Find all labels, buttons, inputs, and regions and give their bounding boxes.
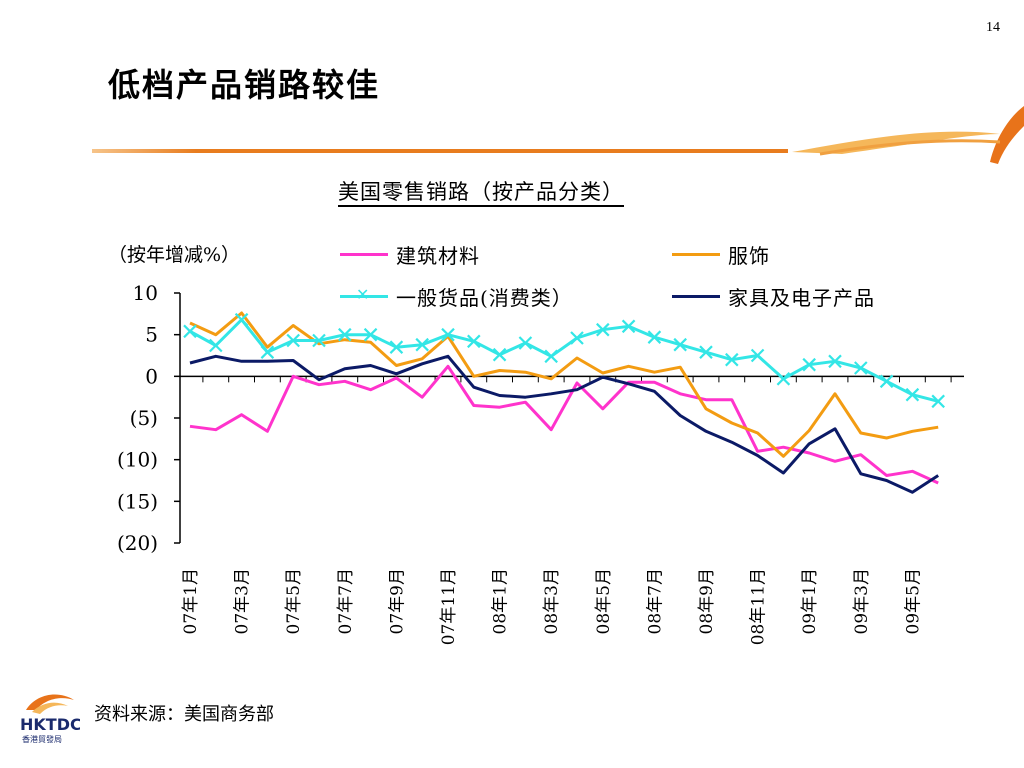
series-marker-2 — [725, 352, 739, 367]
y-tick-label: 0 — [145, 364, 158, 388]
legend-label-general: 一般货品(消费类） — [396, 286, 573, 310]
logo-subtext: 香港貿發局 — [22, 734, 62, 744]
legend-item-furniture: 家具及电子产品 — [672, 282, 875, 311]
series-marker-2 — [415, 337, 429, 352]
x-tick-label: 07年11月 — [439, 568, 459, 645]
y-tick-label: (5) — [130, 406, 158, 430]
series-marker-2 — [363, 327, 378, 342]
series-marker-2 — [828, 354, 842, 369]
series-marker-2 — [286, 333, 300, 348]
series-marker-2 — [183, 324, 197, 339]
legend-swatch-general: ✕ — [340, 287, 388, 303]
legend-label-building: 建筑材料 — [396, 244, 480, 268]
series-marker-2 — [750, 348, 765, 363]
hktdc-logo-icon: HKTDC 香港貿發局 — [20, 694, 82, 744]
legend-swatch-apparel — [672, 253, 720, 256]
legend-item-general: ✕ 一般货品(消费类） — [340, 282, 573, 311]
series-marker-2 — [518, 336, 533, 350]
series-marker-2 — [673, 337, 687, 352]
x-tick-label: 08年3月 — [542, 568, 562, 634]
x-tick-label: 08年9月 — [697, 568, 717, 634]
series-marker-2 — [389, 340, 404, 354]
page-number: 14 — [986, 20, 1000, 35]
series-marker-2 — [209, 338, 223, 353]
x-tick-label: 08年1月 — [491, 568, 511, 634]
series-line-2 — [189, 318, 939, 403]
logo-text: HKTDC — [20, 715, 80, 734]
series-marker-2 — [492, 347, 507, 362]
x-tick-label: 09年3月 — [852, 568, 872, 634]
series-marker-2 — [596, 322, 610, 337]
x-tick-label: 08年11月 — [749, 568, 769, 645]
x-tick-label: 07年3月 — [233, 568, 253, 634]
series-marker-2 — [776, 372, 791, 386]
y-axis-unit-label: （按年增减%） — [108, 244, 241, 266]
legend-label-furniture: 家具及电子产品 — [728, 286, 875, 310]
x-marker-icon: ✕ — [356, 285, 371, 304]
series-marker-2 — [802, 357, 816, 372]
series-line-3 — [189, 354, 940, 494]
hktdc-logo: HKTDC 香港貿發局 — [18, 690, 82, 744]
x-tick-label: 07年5月 — [284, 568, 304, 634]
series-marker-2 — [260, 345, 275, 359]
x-tick-label: 07年7月 — [336, 568, 356, 634]
series-marker-2 — [441, 327, 455, 342]
y-tick-label: 5 — [145, 323, 158, 347]
series-marker-2 — [854, 361, 868, 375]
x-tick-label: 07年9月 — [387, 568, 407, 634]
y-tick-label: (15) — [117, 489, 158, 513]
y-tick-label: 10 — [133, 281, 158, 305]
x-tick-label: 08年5月 — [594, 568, 614, 634]
series-marker-2 — [931, 394, 945, 409]
series-marker-2 — [467, 334, 481, 349]
series-marker-2 — [647, 330, 662, 344]
legend-swatch-furniture — [672, 295, 720, 298]
series-marker-2 — [544, 349, 558, 364]
series-marker-2 — [879, 374, 894, 389]
legend-item-apparel: 服饰 — [672, 240, 770, 269]
series-marker-2 — [338, 327, 352, 342]
series-marker-2 — [312, 333, 326, 348]
series-marker-2 — [621, 319, 636, 334]
series-line-0 — [189, 364, 939, 485]
y-tick-label: (20) — [117, 531, 158, 555]
legend-item-building: 建筑材料 — [340, 240, 480, 269]
series-marker-2 — [234, 312, 249, 327]
x-tick-label: 07年1月 — [181, 568, 201, 634]
legend-swatch-building — [340, 253, 388, 256]
source-note: 资料来源：美国商务部 — [94, 704, 274, 725]
slide-title: 低档产品销路较佳 — [108, 66, 381, 104]
series-marker-2 — [699, 345, 713, 359]
series-marker-2 — [905, 387, 920, 402]
legend-label-apparel: 服饰 — [728, 244, 770, 268]
x-tick-label: 09年5月 — [903, 568, 923, 634]
x-tick-label: 09年1月 — [800, 568, 820, 634]
x-tick-label: 08年7月 — [645, 568, 665, 634]
series-marker-2 — [570, 331, 584, 345]
header-decoration — [92, 106, 1024, 164]
line-chart: 10 5 0 (5) (10) (15) (20) 07年1月 07年3月 07年5月 07年7月 0… — [117, 281, 964, 645]
y-tick-label: (10) — [117, 448, 158, 472]
chart-title: 美国零售销路（按产品分类） — [338, 180, 624, 204]
